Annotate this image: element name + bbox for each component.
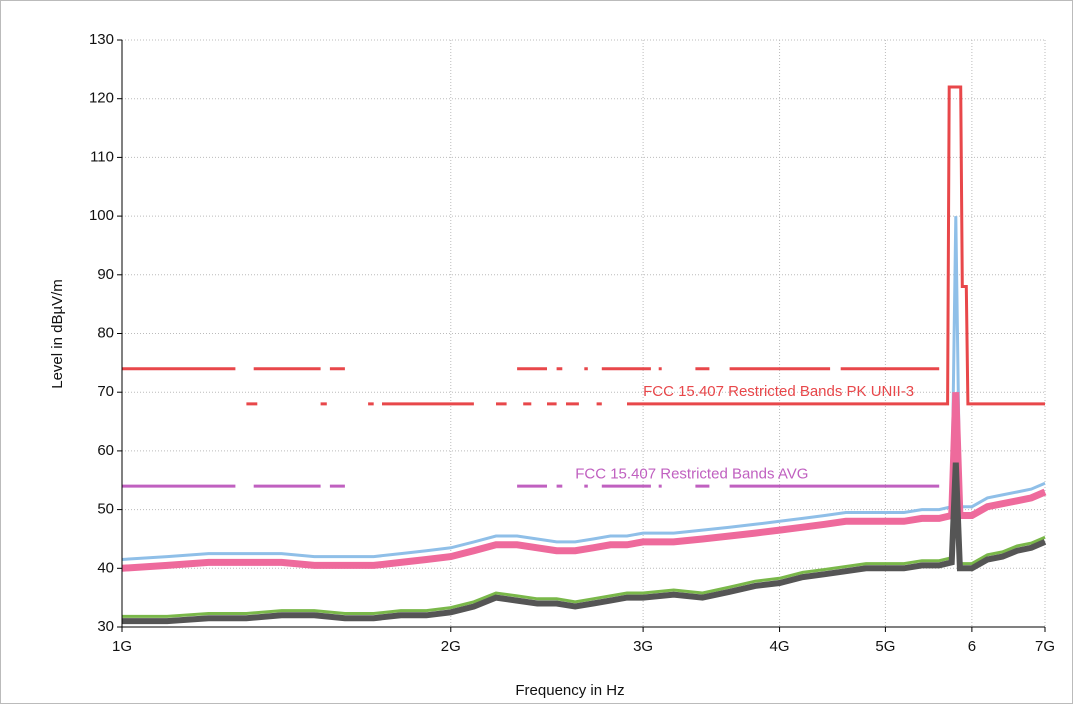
x-tick-label: 4G	[770, 638, 790, 655]
y-tick-label: 130	[89, 31, 114, 48]
traces	[121, 85, 1047, 625]
y-tick-label: 50	[97, 501, 114, 518]
x-tick-label: 5G	[875, 638, 895, 655]
x-axis-label: Frequency in Hz	[515, 682, 624, 699]
y-tick-label: 30	[97, 618, 114, 635]
y-tick-label: 90	[97, 266, 114, 283]
y-tick-label: 40	[97, 559, 114, 576]
x-tick-label: 1G	[112, 638, 132, 655]
x-tick-label: 6	[968, 638, 976, 655]
y-tick-label: 70	[97, 383, 114, 400]
trace	[122, 462, 1047, 625]
y-tick-label: 80	[97, 324, 114, 341]
x-tick-label: 3G	[633, 638, 653, 655]
trace	[121, 216, 1046, 561]
labels: 30 40 50 60 70 80 90 100 110 120 130 1G 2G 3G 4G 5G 6 7G F…	[89, 31, 1055, 655]
annotation: FCC 15.407 Restricted Bands AVG	[575, 465, 808, 482]
y-tick-label: 110	[90, 148, 114, 165]
trace	[121, 392, 1047, 572]
x-tick-label: 2G	[441, 638, 461, 655]
y-axis-label: Level in dBµV/m	[49, 279, 66, 389]
trace	[246, 85, 1045, 406]
x-tick-label: 7G	[1035, 638, 1055, 655]
y-tick-label: 100	[89, 207, 114, 224]
annotation: FCC 15.407 Restricted Bands PK UNII-3	[643, 383, 914, 400]
y-tick-label: 60	[97, 442, 114, 459]
y-tick-label: 120	[89, 90, 114, 107]
